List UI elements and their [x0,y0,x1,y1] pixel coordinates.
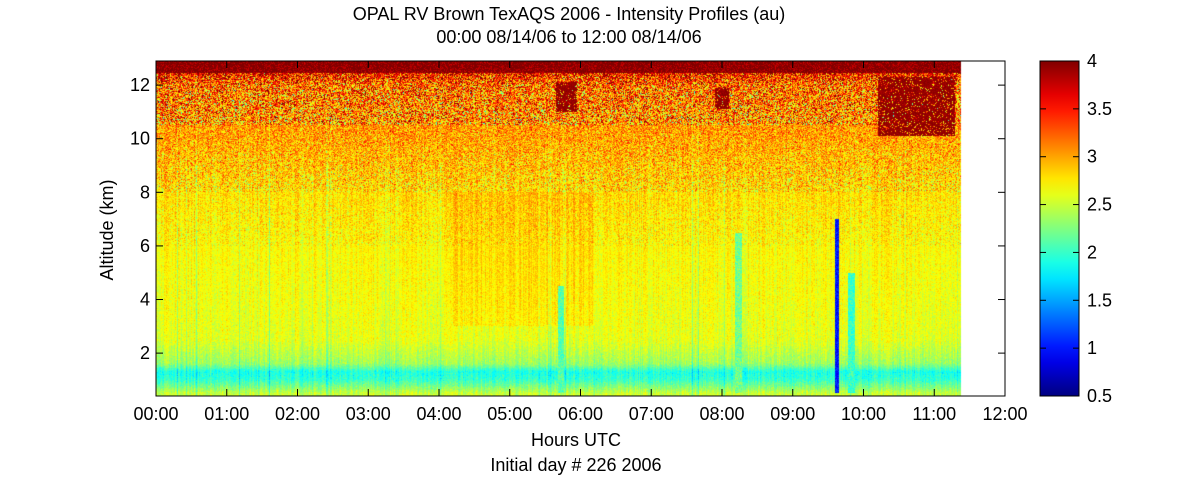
y-tick-label: 2 [140,343,150,363]
x-tick-label: 00:00 [133,404,178,424]
x-tick-label: 05:00 [487,404,532,424]
colorbar-tick-label: 3.5 [1087,99,1112,119]
heatmap-image [156,61,1005,396]
x-tick-label: 07:00 [629,404,674,424]
colorbar-tick-label: 4 [1087,51,1097,71]
x-axis-sublabel: Initial day # 226 2006 [490,455,661,475]
y-tick-label: 10 [130,129,150,149]
x-tick-label: 01:00 [204,404,249,424]
x-tick-label: 02:00 [275,404,320,424]
colorbar-scale [1039,60,1080,397]
chart-title: OPAL RV Brown TexAQS 2006 - Intensity Pr… [353,4,786,24]
colorbar: 0.5 1 1.5 2 2.5 3 3.5 4 [1039,51,1112,406]
colorbar-tick-label: 1 [1087,338,1097,358]
y-tick-label: 6 [140,236,150,256]
y-axis-label: Altitude (km) [97,179,117,280]
x-tick-label: 06:00 [558,404,603,424]
colorbar-tick-label: 1.5 [1087,290,1112,310]
x-tick-label: 04:00 [416,404,461,424]
y-tick-label: 8 [140,182,150,202]
x-axis: 00:00 01:00 02:00 03:00 04:00 05:00 06:00 07:00… [133,61,1028,424]
x-axis-label: Hours UTC [531,430,621,450]
colorbar-tick-label: 0.5 [1087,386,1112,406]
x-tick-label: 09:00 [770,404,815,424]
colorbar-tick-label: 2.5 [1087,195,1112,215]
heatmap-raster [156,61,1005,396]
x-tick-label: 10:00 [841,404,886,424]
x-tick-label: 11:00 [912,404,956,424]
colorbar-tick-label: 2 [1087,242,1097,262]
x-tick-label: 03:00 [346,404,391,424]
y-tick-label: 12 [130,75,150,95]
x-tick-label: 12:00 [982,404,1027,424]
colorbar-tick-label: 3 [1087,147,1097,167]
chart-subtitle: 00:00 08/14/06 to 12:00 08/14/06 [436,27,701,47]
y-tick-label: 4 [140,290,150,310]
y-axis: 2 4 6 8 10 12 [130,75,1005,363]
x-tick-label: 08:00 [699,404,744,424]
